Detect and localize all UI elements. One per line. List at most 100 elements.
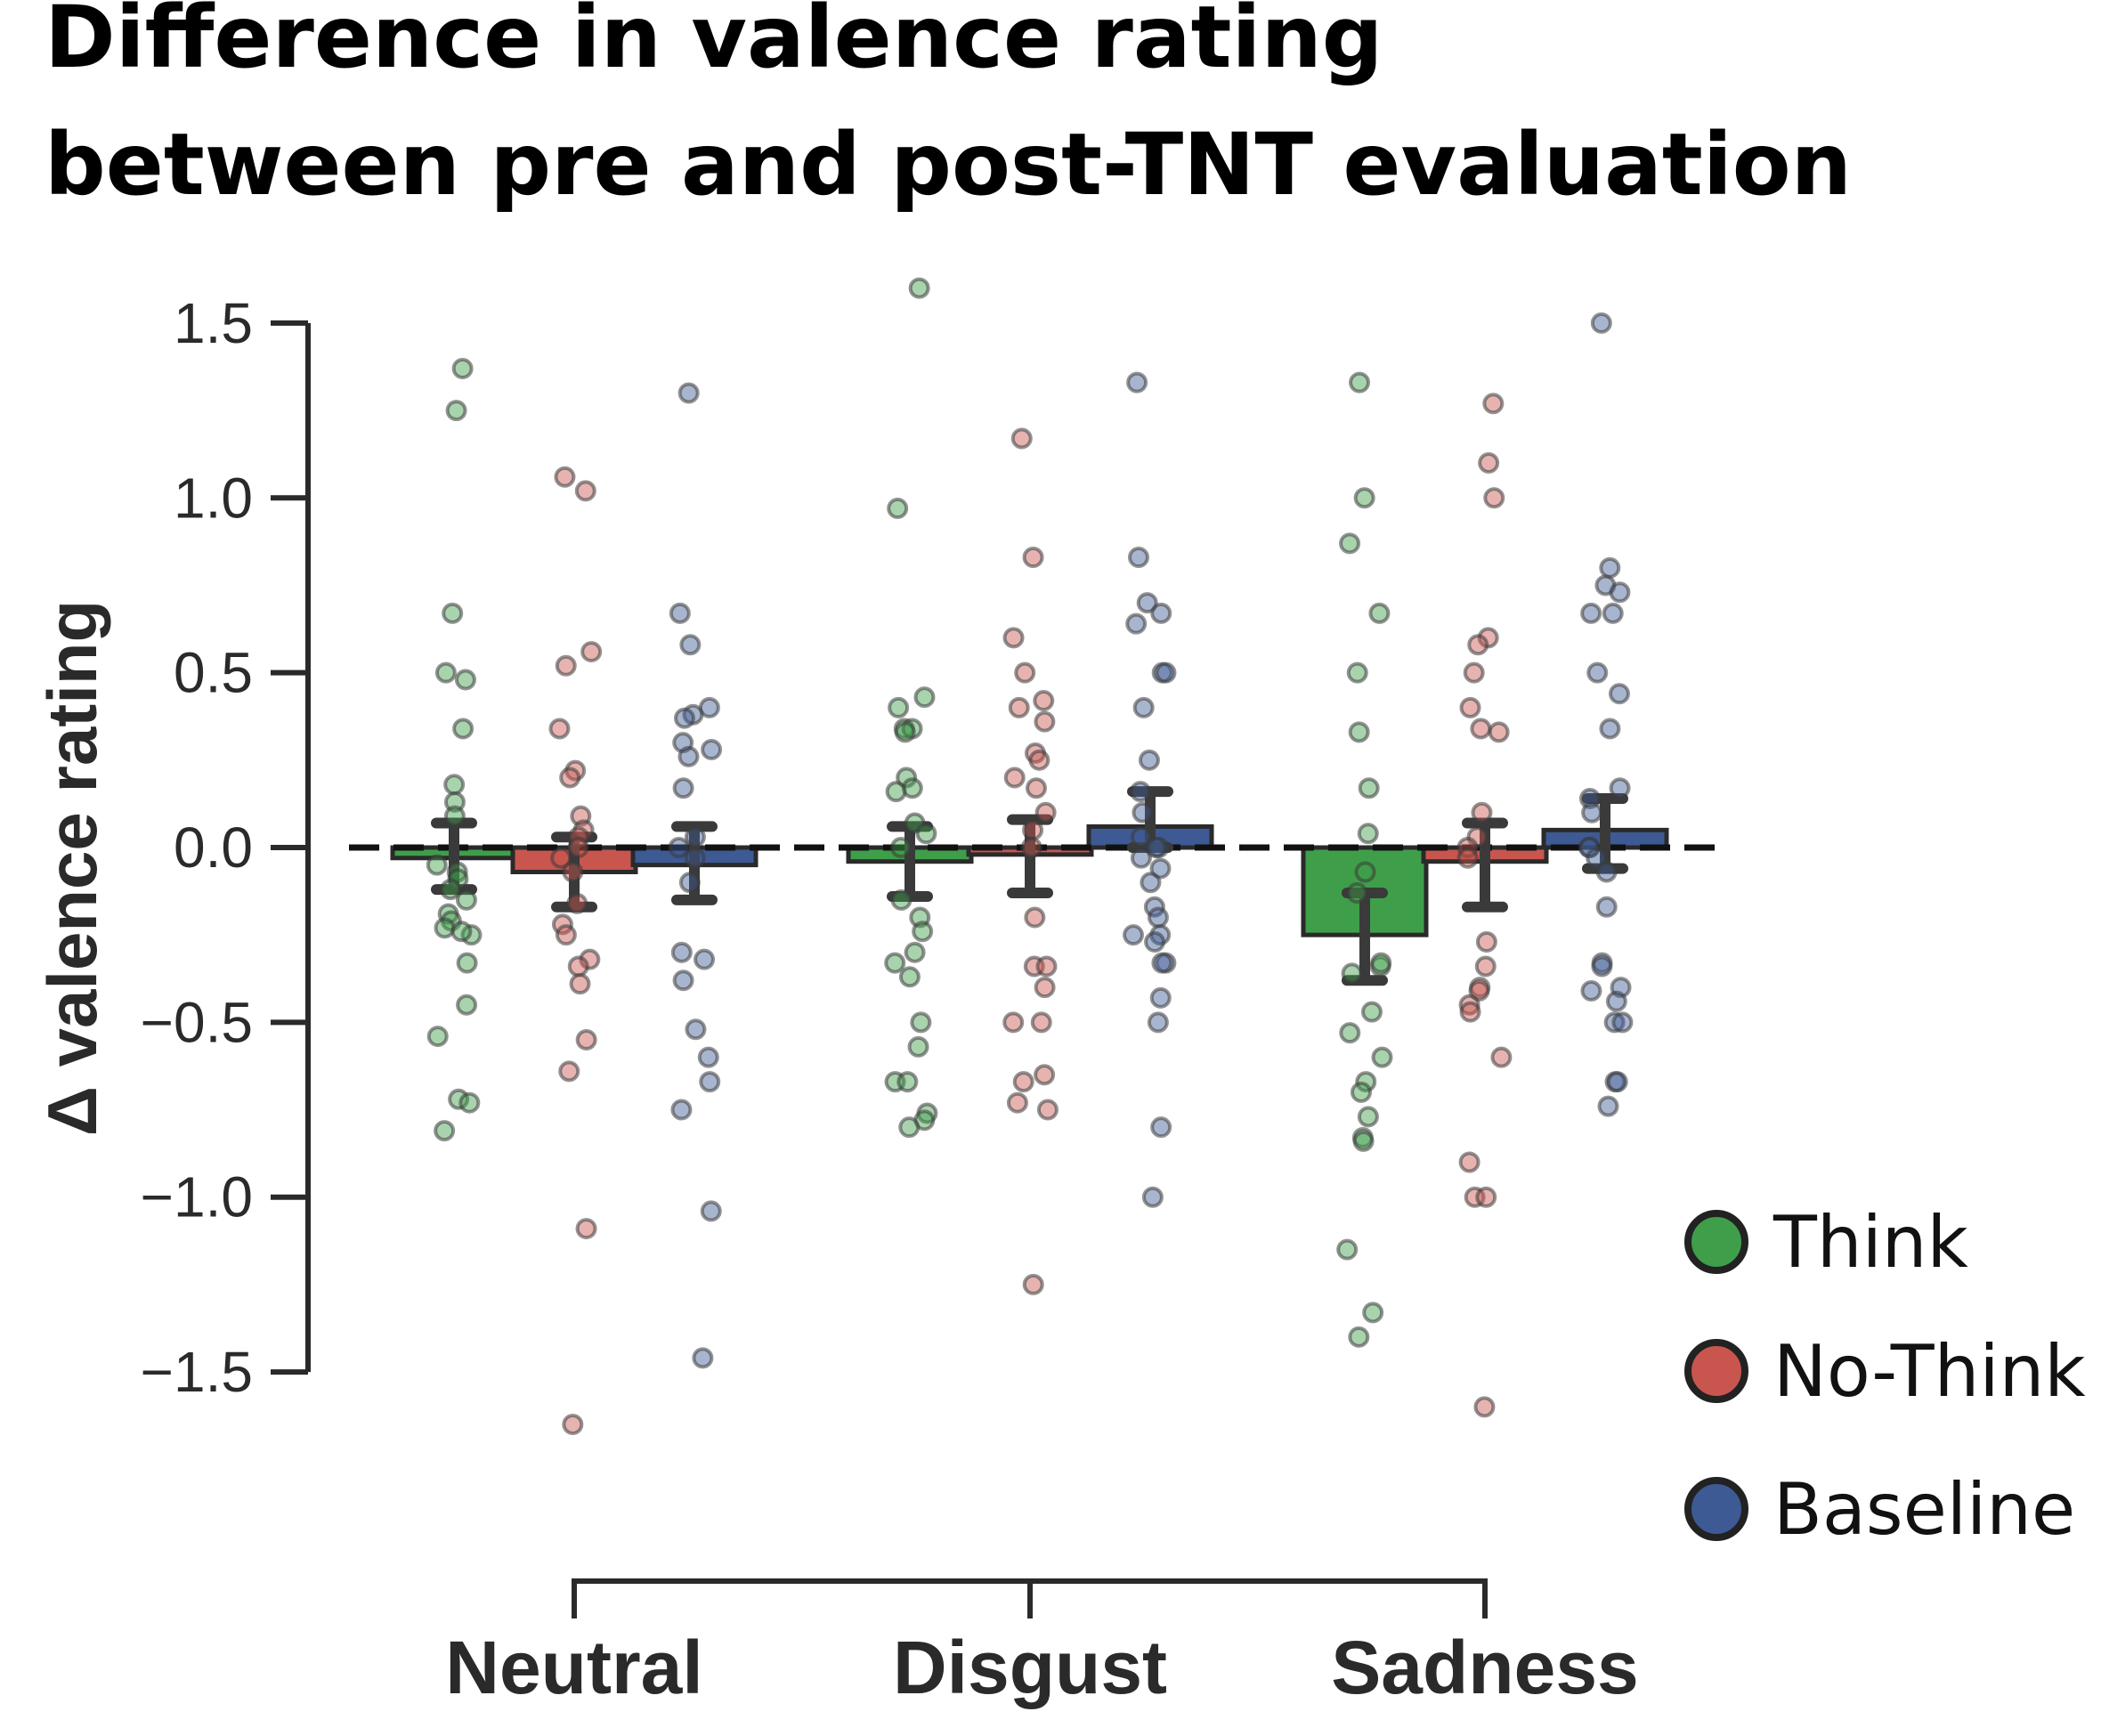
data-point-think: [454, 669, 476, 691]
legend-marker: [1684, 1339, 1748, 1403]
data-point-baseline: [1131, 826, 1153, 848]
data-point-no-think: [1458, 1151, 1480, 1173]
data-point-baseline: [677, 382, 700, 404]
data-point-no-think: [548, 718, 571, 740]
x-tick-label: Disgust: [893, 1626, 1167, 1709]
data-point-think: [1368, 602, 1391, 624]
data-point-baseline: [1147, 1011, 1169, 1034]
y-tick-label: 0.5: [174, 641, 253, 705]
data-point-baseline: [1595, 896, 1618, 918]
data-point-baseline: [670, 941, 693, 963]
data-point-baseline: [1129, 781, 1151, 803]
data-point-think: [443, 774, 466, 796]
data-point-no-think: [1034, 801, 1057, 823]
data-point-no-think: [1012, 1071, 1034, 1093]
data-point-think: [1371, 1046, 1393, 1068]
data-point-think: [1339, 532, 1361, 555]
data-point-think: [1339, 1022, 1361, 1044]
data-point-think: [890, 888, 913, 911]
data-point-no-think: [1025, 777, 1047, 799]
data-point-think: [898, 966, 921, 988]
data-point-no-think: [550, 847, 572, 869]
data-point-no-think: [567, 837, 589, 858]
data-point-think: [1349, 371, 1371, 393]
data-point-think: [1336, 1238, 1359, 1261]
data-point-baseline: [1581, 801, 1603, 823]
data-point-think: [888, 696, 910, 718]
data-point-think: [456, 994, 478, 1016]
legend-item-no-think: No-Think: [1684, 1330, 2086, 1413]
data-point-no-think: [1473, 1396, 1496, 1418]
data-point-think: [456, 952, 478, 974]
data-point-baseline: [1125, 612, 1148, 635]
data-point-think: [1346, 882, 1368, 905]
data-point-no-think: [1003, 767, 1026, 789]
data-point-think: [426, 1026, 449, 1048]
data-point-think: [1346, 661, 1368, 684]
chart-title-line-2: between pre and post-TNT evaluation: [45, 115, 1852, 215]
data-point-think: [894, 721, 916, 743]
data-point-no-think: [1020, 837, 1042, 858]
data-points-layer: [426, 277, 1634, 1435]
legend-label: Baseline: [1773, 1468, 2075, 1551]
data-point-baseline: [1580, 980, 1602, 1002]
x-tick-label: Sadness: [1331, 1626, 1639, 1709]
data-point-baseline: [685, 1018, 707, 1041]
data-point-baseline: [672, 969, 694, 992]
data-point-no-think: [574, 480, 596, 502]
data-point-baseline: [1605, 990, 1627, 1012]
data-point-no-think: [562, 1414, 584, 1435]
data-point-no-think: [1475, 1186, 1497, 1208]
x-axis: Neutral Disgust Sadness: [445, 1578, 1639, 1709]
data-point-baseline: [1145, 837, 1167, 858]
data-point-baseline: [1599, 718, 1621, 740]
data-point-no-think: [1028, 749, 1050, 771]
data-point-think: [887, 498, 909, 520]
data-point-no-think: [1008, 696, 1030, 718]
data-point-think: [458, 1091, 481, 1114]
data-point-no-think: [575, 1029, 597, 1051]
x-tick-label: Neutral: [445, 1626, 702, 1709]
data-point-baseline: [1141, 1186, 1164, 1208]
data-point-think: [898, 1116, 921, 1139]
data-point-think: [885, 781, 907, 803]
data-point-think: [1348, 721, 1370, 743]
data-point-think: [896, 1071, 919, 1093]
legend-label: Think: [1772, 1201, 1969, 1284]
data-point-think: [434, 1120, 456, 1142]
data-point-think: [445, 400, 467, 422]
data-point-no-think: [1002, 627, 1025, 649]
legend-item-think: Think: [1684, 1201, 1969, 1284]
data-point-baseline: [1132, 801, 1154, 823]
data-point-no-think: [1468, 980, 1490, 1002]
data-point-baseline: [677, 745, 700, 767]
data-point-think: [896, 767, 918, 789]
legend-marker: [1684, 1477, 1748, 1541]
data-point-think: [452, 718, 475, 740]
data-point-no-think: [555, 924, 577, 946]
data-point-no-think: [567, 955, 589, 978]
data-point-baseline: [1144, 931, 1166, 953]
data-point-no-think: [1456, 847, 1479, 869]
data-point-baseline: [1611, 1011, 1634, 1034]
y-tick-label: −1.0: [141, 1165, 253, 1229]
data-point-no-think: [575, 1218, 597, 1240]
data-point-think: [915, 823, 937, 845]
data-point-no-think: [1022, 1273, 1044, 1295]
data-point-baseline: [1586, 847, 1608, 869]
data-point-think: [1354, 861, 1376, 883]
data-point-think: [442, 602, 464, 624]
data-point-no-think: [559, 767, 581, 789]
data-point-think: [904, 941, 926, 963]
data-point-baseline: [1590, 312, 1612, 334]
data-point-no-think: [1014, 661, 1036, 684]
data-point-no-think: [1034, 1064, 1056, 1086]
data-point-baseline: [1608, 683, 1630, 705]
data-point-baseline: [672, 777, 694, 799]
data-point-baseline: [670, 1099, 693, 1121]
data-point-no-think: [1470, 718, 1492, 740]
y-tick-label: −0.5: [141, 990, 253, 1054]
data-point-think: [907, 1035, 929, 1058]
data-point-baseline: [684, 826, 706, 848]
data-point-baseline: [694, 948, 716, 970]
